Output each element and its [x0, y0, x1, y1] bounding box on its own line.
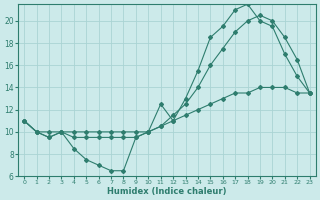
- X-axis label: Humidex (Indice chaleur): Humidex (Indice chaleur): [107, 187, 227, 196]
